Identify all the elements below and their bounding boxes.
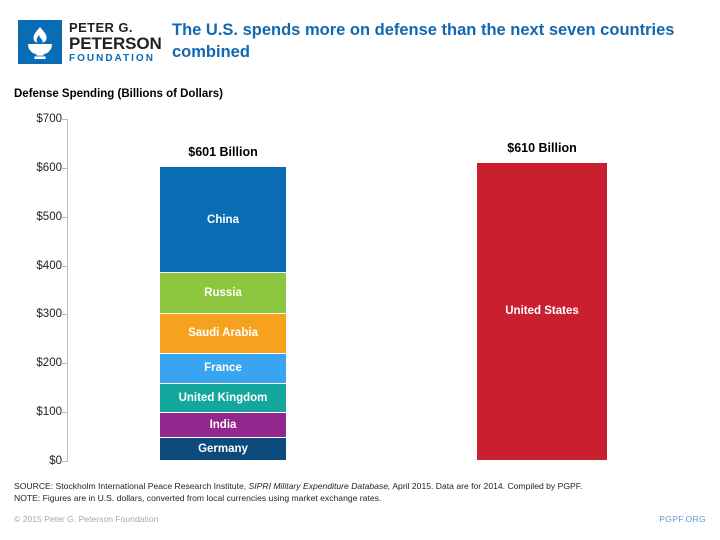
bar-segment-label: United States	[505, 305, 579, 318]
bar-segment[interactable]: France	[160, 353, 286, 383]
bar-next-seven-countries[interactable]: $601 Billion Germany India United Kingdom Fr…	[160, 0, 286, 461]
bar-segment-label: India	[209, 418, 237, 431]
y-tick-label: $0	[49, 455, 62, 467]
pgpf-org-link[interactable]: PGPF.ORG	[659, 514, 706, 524]
y-tick-mark	[62, 314, 68, 316]
y-tick-mark	[62, 461, 68, 462]
copyright-text: © 2015 Peter G. Peterson Foundation	[14, 514, 159, 524]
source-prefix: SOURCE: Stockholm International Peace Re…	[14, 481, 249, 491]
bar-segment[interactable]: Saudi Arabia	[160, 313, 286, 353]
bar-segment-label: Germany	[198, 442, 248, 455]
bar-segment-label: Russia	[204, 286, 242, 299]
source-suffix: April 2015. Data are for 2014. Compiled …	[390, 481, 583, 491]
y-tick-mark	[62, 265, 68, 267]
bar-segment[interactable]: Russia	[160, 272, 286, 313]
note-line: NOTE: Figures are in U.S. dollars, conve…	[14, 493, 382, 503]
bar-segment[interactable]: United Kingdom	[160, 383, 286, 413]
y-tick-mark	[62, 119, 68, 120]
logo-line-1: PETER G.	[69, 19, 133, 35]
y-tick-mark	[62, 167, 68, 169]
y-tick-label: $500	[36, 210, 62, 223]
bar-segment[interactable]: India	[160, 413, 286, 437]
source-italic: SIPRI Military Expenditure Database,	[248, 481, 391, 491]
header: PETER G. PETERSON FOUNDATION The U.S. sp…	[0, 0, 720, 82]
bar-total-label: $601 Billion	[188, 145, 258, 160]
bar-segment[interactable]: Germany	[160, 437, 286, 460]
bar-segment-label: France	[204, 362, 242, 375]
page-title: The U.S. spends more on defense than the…	[172, 21, 675, 61]
y-tick-label: $700	[36, 113, 62, 125]
footer: SOURCE: Stockholm International Peace Re…	[0, 478, 720, 540]
pgpf-logo[interactable]: PETER G. PETERSON FOUNDATION	[18, 18, 164, 66]
bar-segment-label: China	[207, 213, 239, 226]
y-tick-label: $200	[36, 357, 62, 370]
chart-plot-area: $0 $100 $200 $300 $400 $500 $600 $700 $601 Bill…	[36, 0, 607, 467]
bar-segment-label: United Kingdom	[178, 391, 268, 404]
y-tick-mark	[62, 412, 68, 414]
logo-wordmark: PETER G. PETERSON FOUNDATION	[69, 21, 162, 64]
y-tick-label: $100	[36, 406, 62, 419]
logo-line-2: PETERSON	[69, 33, 162, 53]
logo-line-3: FOUNDATION	[69, 52, 155, 64]
y-tick-label: $300	[36, 308, 62, 321]
y-tick-label: $400	[36, 259, 62, 272]
y-axis-line	[67, 119, 68, 462]
bar-total-label: $610 Billion	[507, 140, 577, 155]
y-tick-label: $600	[36, 161, 62, 174]
y-tick-mark	[62, 363, 68, 365]
bar-segment[interactable]: China	[160, 167, 286, 272]
bar-united-states[interactable]: $610 Billion United States	[477, 0, 607, 461]
y-tick-mark	[62, 216, 68, 218]
torch-flame-icon	[18, 20, 62, 64]
y-axis-title: Defense Spending (Billions of Dollars)	[14, 88, 223, 100]
source-line: SOURCE: Stockholm International Peace Re…	[14, 481, 582, 493]
bar-segment[interactable]: United States	[477, 162, 607, 460]
bar-segment-label: Saudi Arabia	[188, 327, 258, 340]
